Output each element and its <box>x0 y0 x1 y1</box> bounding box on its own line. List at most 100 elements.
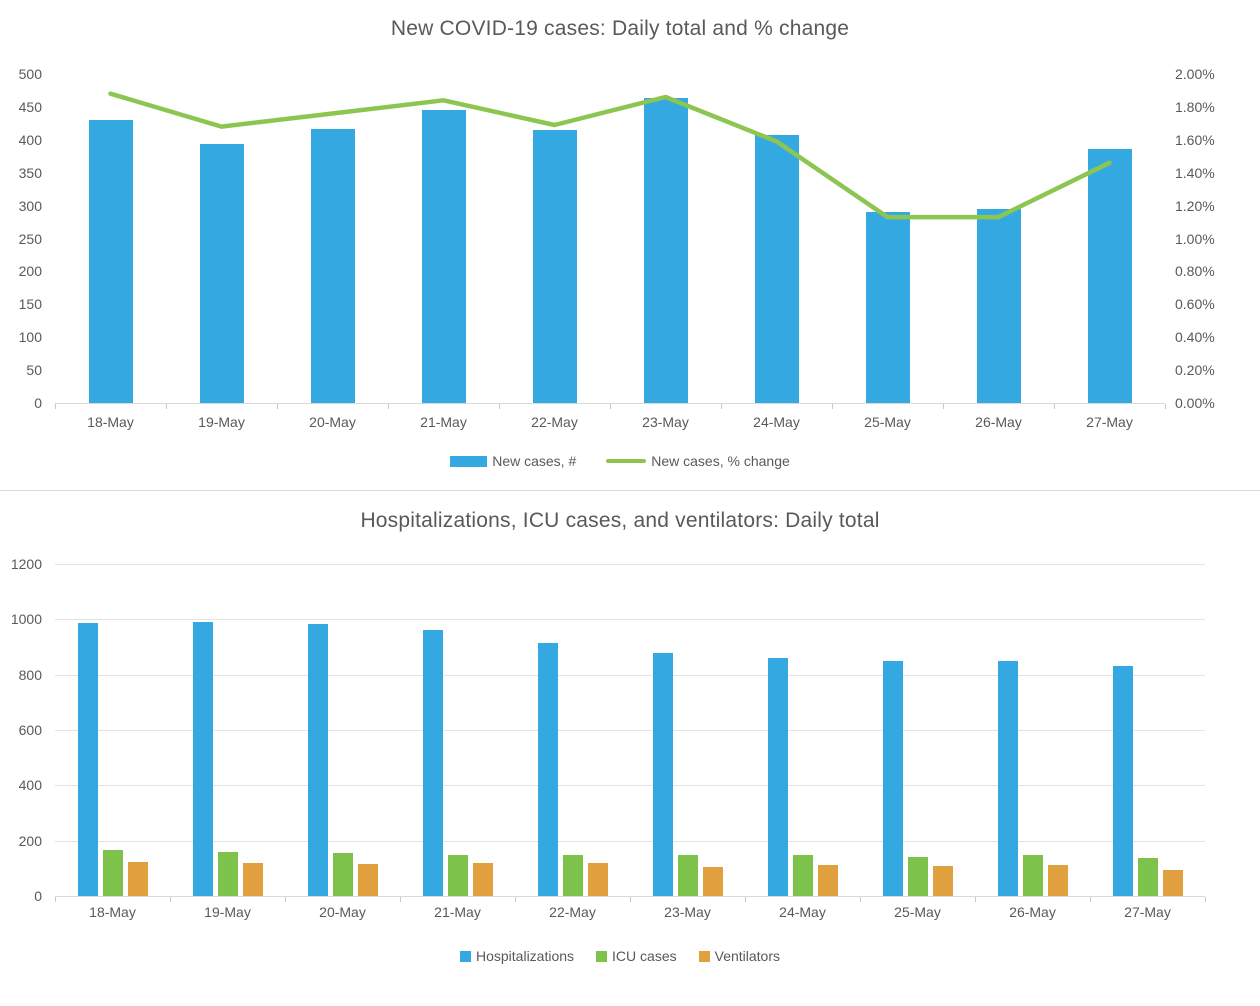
x-axis-tick <box>860 897 861 902</box>
y-axis-left-label: 300 <box>18 197 42 214</box>
bar-hospitalizations-21-May <box>422 629 443 896</box>
legend-label-pct-change: New cases, % change <box>651 453 790 469</box>
x-axis-tick <box>55 404 56 409</box>
bar-new-cases-20-May <box>310 129 355 403</box>
x-axis-tick <box>745 897 746 902</box>
y-axis-left-label: 400 <box>18 777 42 794</box>
bar-ventilators-27-May <box>1162 870 1183 896</box>
y-axis-left-label: 50 <box>26 362 42 379</box>
bar-ventilators-19-May <box>242 863 263 896</box>
x-axis-label: 27-May <box>1124 904 1171 920</box>
bar-hospitalizations-27-May <box>1112 665 1133 896</box>
bar-new-cases-26-May <box>976 208 1021 403</box>
x-axis-label: 23-May <box>664 904 711 920</box>
x-axis-tick <box>975 897 976 902</box>
y-axis-left-label: 400 <box>18 131 42 148</box>
x-axis-tick <box>610 404 611 409</box>
x-axis-label: 18-May <box>87 414 134 430</box>
chart-divider <box>0 490 1260 491</box>
y-axis-right-label: 0.40% <box>1175 329 1215 346</box>
hospitalizations-swatch-icon <box>459 950 471 962</box>
bar-ventilators-22-May <box>587 863 608 896</box>
y-axis-left-label: 500 <box>18 66 42 82</box>
x-axis-label: 25-May <box>864 414 911 430</box>
bar-hospitalizations-26-May <box>997 661 1018 896</box>
bar-ventilators-20-May <box>357 864 378 896</box>
bar-icu-cases-24-May <box>792 855 813 896</box>
bar-icu-cases-27-May <box>1137 858 1158 896</box>
y-gridline <box>55 840 1205 842</box>
bar-new-cases-18-May <box>88 120 133 403</box>
y-axis-left-label: 0 <box>34 888 42 904</box>
y-axis-right-label: 1.80% <box>1175 98 1215 115</box>
legend-item-new-cases: New cases, # <box>450 453 576 469</box>
y-axis-right-label: 1.40% <box>1175 164 1215 181</box>
y-axis-left-label: 200 <box>18 832 42 849</box>
y-axis-left-label: 200 <box>18 263 42 280</box>
x-axis-tick <box>515 897 516 902</box>
y-axis-left-label: 1200 <box>10 556 42 572</box>
y-axis-right-label: 1.20% <box>1175 197 1215 214</box>
chart-hospitalizations: Hospitalizations, ICU cases, and ventila… <box>0 491 1260 1006</box>
x-axis-tick <box>388 404 389 409</box>
chart2-plot-area: 1200 1000 800 600 400 200 0 18-May 19-May 20-May 2… <box>0 491 1260 1006</box>
bar-ventilators-26-May <box>1047 864 1068 896</box>
bar-new-cases-21-May <box>421 110 466 403</box>
x-axis-label: 26-May <box>975 414 1022 430</box>
bar-hospitalizations-22-May <box>537 642 558 896</box>
bar-hospitalizations-18-May <box>77 623 98 896</box>
bar-ventilators-18-May <box>127 861 148 896</box>
bar-hospitalizations-24-May <box>767 657 788 896</box>
x-axis-label: 24-May <box>779 904 826 920</box>
y-axis-right-label: 0.20% <box>1175 362 1215 379</box>
y-gridline <box>55 785 1205 787</box>
bar-icu-cases-23-May <box>677 855 698 896</box>
icu-cases-swatch-icon <box>596 950 608 962</box>
legend-item-ventilators: Ventilators <box>698 948 780 964</box>
y-axis-left-label: 100 <box>18 329 42 346</box>
x-axis-label: 22-May <box>531 414 578 430</box>
bar-icu-cases-21-May <box>447 854 468 896</box>
legend-label-new-cases: New cases, # <box>492 453 577 469</box>
x-axis-tick <box>1054 404 1055 409</box>
chart1-plot-area: 500 450 400 350 300 250 200 150 100 50 0 2.00% 1.80%… <box>0 0 1260 490</box>
y-axis-right-label: 0.60% <box>1175 296 1215 313</box>
bar-ventilators-25-May <box>932 865 953 896</box>
x-axis-label: 20-May <box>319 904 366 920</box>
x-axis-tick <box>721 404 722 409</box>
chart1-title: New COVID-19 cases: Daily total and % ch… <box>390 17 850 40</box>
x-axis-tick <box>499 404 500 409</box>
bar-swatch-icon <box>450 455 488 467</box>
bar-icu-cases-26-May <box>1022 854 1043 896</box>
x-axis-tick <box>1165 404 1166 409</box>
x-axis-line <box>55 896 1205 897</box>
y-axis-left-label: 250 <box>18 230 42 247</box>
y-axis-right-label: 1.60% <box>1175 131 1215 148</box>
bar-new-cases-22-May <box>532 129 577 403</box>
x-axis-label: 18-May <box>89 904 136 920</box>
legend-label-ventilators: Ventilators <box>714 948 780 964</box>
bar-icu-cases-20-May <box>332 853 353 896</box>
x-axis-label: 19-May <box>198 414 245 430</box>
bar-icu-cases-19-May <box>217 852 238 896</box>
chart1-legend: New cases, # New cases, % change <box>0 453 1240 469</box>
legend-item-pct-change: New cases, % change <box>606 453 790 469</box>
bar-icu-cases-25-May <box>907 856 928 896</box>
ventilators-swatch-icon <box>698 950 710 962</box>
chart2-legend: Hospitalizations ICU cases Ventilators <box>0 948 1240 964</box>
x-axis-label: 26-May <box>1009 904 1056 920</box>
bar-ventilators-21-May <box>472 863 493 896</box>
bar-new-cases-27-May <box>1087 149 1132 403</box>
y-axis-left-label: 800 <box>18 666 42 683</box>
x-axis-tick <box>1090 897 1091 902</box>
legend-label-icu-cases: ICU cases <box>612 948 677 964</box>
percent-change-line <box>108 91 1112 220</box>
x-axis-tick <box>630 897 631 902</box>
y-axis-left-label: 150 <box>18 296 42 313</box>
y-axis-left-label: 350 <box>18 164 42 181</box>
x-axis-tick <box>832 404 833 409</box>
x-axis-tick <box>277 404 278 409</box>
bar-new-cases-25-May <box>865 212 910 403</box>
x-axis-label: 23-May <box>642 414 689 430</box>
